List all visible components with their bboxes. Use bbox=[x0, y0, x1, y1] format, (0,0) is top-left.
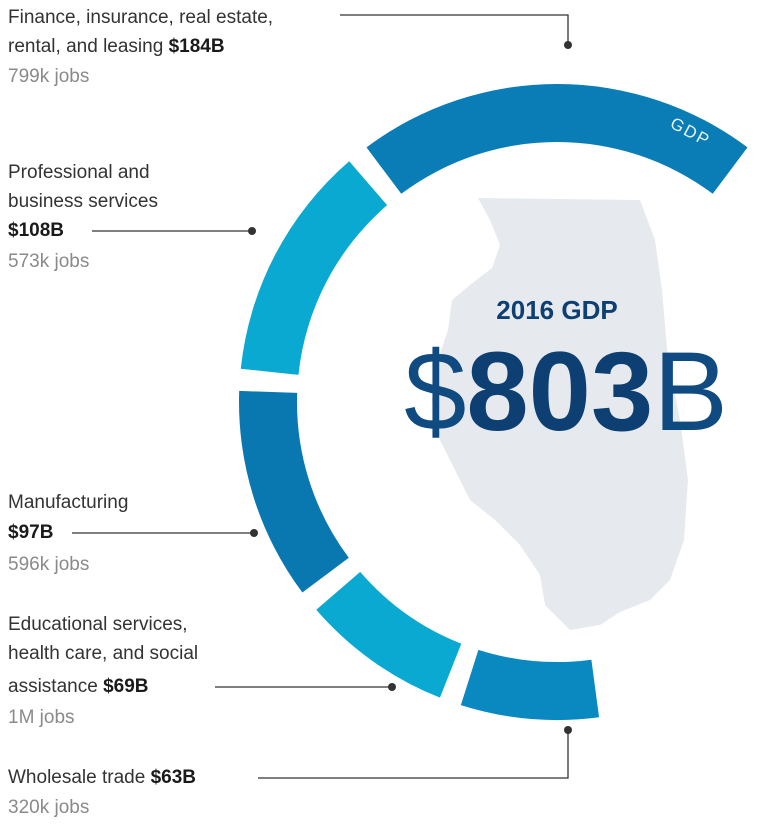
label-text: health care, and social bbox=[8, 643, 198, 664]
total-suffix: B bbox=[653, 329, 728, 454]
state-map bbox=[432, 198, 688, 630]
label-text: Finance, insurance, real estate, bbox=[8, 7, 273, 28]
label-text: Wholesale trade bbox=[8, 767, 145, 788]
label-text: Educational services, bbox=[8, 614, 188, 635]
label-line: rental, and leasing $184B bbox=[8, 36, 225, 57]
label-line: Wholesale trade $63B bbox=[8, 767, 196, 788]
leader-dot bbox=[388, 683, 396, 691]
value-label: $108B bbox=[8, 220, 64, 241]
label-line: health care, and social bbox=[8, 643, 198, 664]
ring-segment bbox=[239, 390, 349, 593]
leader-line bbox=[258, 730, 569, 779]
jobs-label: 320k jobs bbox=[8, 797, 89, 818]
value-label: $69B bbox=[103, 676, 148, 697]
label-text: rental, and leasing bbox=[8, 36, 163, 57]
label-text: Professional and bbox=[8, 162, 150, 183]
label-line: Manufacturing bbox=[8, 492, 128, 513]
label-line: assistance $69B bbox=[8, 676, 148, 697]
label-line: Finance, insurance, real estate, bbox=[8, 7, 273, 28]
jobs-label: 596k jobs bbox=[8, 554, 89, 575]
total-value: 803 bbox=[466, 329, 653, 454]
label-text: assistance bbox=[8, 676, 98, 697]
jobs-label: 1M jobs bbox=[8, 707, 75, 728]
ring-segment bbox=[366, 83, 748, 194]
total: $803B bbox=[404, 329, 728, 454]
value-label: $63B bbox=[151, 767, 196, 788]
ring-segment bbox=[240, 161, 388, 375]
leader-dot bbox=[564, 726, 572, 734]
value-label: $97B bbox=[8, 522, 53, 543]
jobs-label: 573k jobs bbox=[8, 251, 89, 272]
value-label: $184B bbox=[169, 36, 225, 57]
label-line: Educational services, bbox=[8, 614, 188, 635]
label-line: Professional and bbox=[8, 162, 150, 183]
ring-segment bbox=[316, 571, 462, 698]
label-line: business services bbox=[8, 191, 158, 212]
ring-segment bbox=[460, 649, 600, 720]
total-prefix: $ bbox=[404, 329, 466, 454]
leader-dot bbox=[564, 41, 572, 49]
leader-line bbox=[340, 14, 569, 45]
leader-dot bbox=[250, 529, 258, 537]
center-title: 2016 GDP bbox=[496, 295, 617, 325]
label-text: business services bbox=[8, 191, 158, 212]
jobs-label: 799k jobs bbox=[8, 66, 89, 87]
leader-dot bbox=[248, 227, 256, 235]
label-text: Manufacturing bbox=[8, 492, 128, 513]
